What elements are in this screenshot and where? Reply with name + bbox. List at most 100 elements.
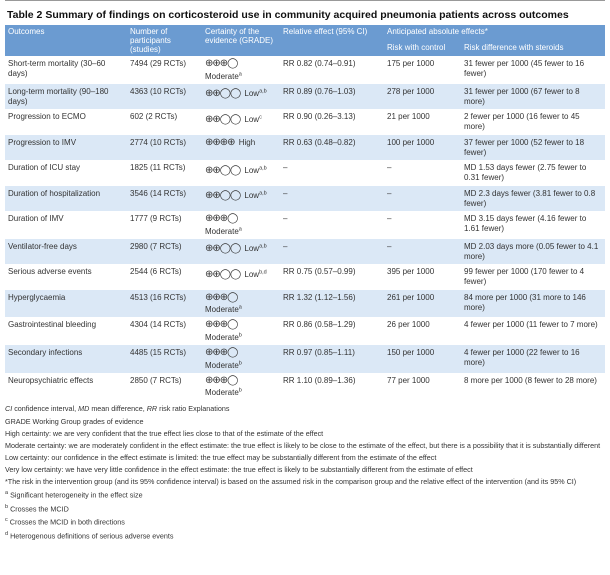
risk-difference-cell: MD 2.3 days fewer (3.81 fewer to 0.8 few… — [461, 185, 605, 212]
relative-effect-cell: RR 1.32 (1.12–1.56) — [280, 289, 384, 318]
footnote-mark: a — [238, 304, 242, 311]
risk-control-cell: – — [387, 163, 392, 173]
outcome-cell: Neuropsychiatric effects — [8, 375, 94, 385]
footnote-mark: b — [238, 332, 242, 339]
certainty-symbols: ⊕⊕◯◯ — [205, 268, 241, 280]
certainty-symbols: ⊕⊕◯◯ — [205, 164, 241, 176]
risk-difference-cell: MD 1.53 days fewer (2.75 fewer to 0.31 f… — [464, 163, 587, 183]
risk-difference-cell: 31 fewer per 1000 (45 fewer to 16 fewer) — [464, 59, 585, 78]
outcome-cell: Long-term mortality (90–180 days) — [5, 83, 127, 110]
certainty-label: Lowa,b — [244, 165, 267, 175]
risk-difference-cell: 4 fewer per 1000 (22 fewer to 16 more) — [461, 345, 605, 373]
table-row: Progression to IMV 2774 (10 RCTs) ⊕⊕⊕⊕ Hig… — [5, 134, 605, 161]
participants-cell: 2544 (6 RCTs) — [130, 267, 182, 277]
certainty-label: Lowa,b — [244, 244, 266, 254]
footnote-line: *The risk in the intervention group (and… — [5, 477, 577, 486]
relative-effect-cell: RR 0.75 (0.57–0.99) — [283, 267, 356, 277]
table-title: Table 2 Summary of findings on corticost… — [5, 0, 605, 25]
findings-table: Outcomes Number of participants (studies… — [5, 25, 605, 400]
footnote-mark: a,b — [259, 165, 267, 172]
participants-cell: 4304 (14 RCTs) — [130, 320, 187, 330]
participants-cell: 1825 (11 RCTs) — [130, 163, 186, 173]
participants-cell: 2774 (10 RCTs) — [127, 134, 202, 161]
table-row: Duration of IMV 1777 (9 RCTs) ⊕⊕⊕◯ Moderat… — [5, 211, 605, 239]
footnote-text: Crosses the MCID in both directions — [9, 517, 125, 527]
certainty-symbols: ⊕⊕◯◯ — [205, 88, 241, 100]
table-row: Duration of hospitalization 3546 (14 RCTs… — [5, 185, 605, 212]
abbreviation-text: risk ratio Explanations — [159, 404, 230, 414]
certainty-cell: ⊕⊕⊕◯ Moderatea — [202, 289, 280, 318]
relative-effect-cell: RR 0.97 (0.85–1.11) — [280, 345, 384, 373]
relative-effect-cell: – — [280, 185, 384, 212]
outcome-cell: Hyperglycaemia — [5, 289, 127, 318]
risk-difference-cell: MD 3.15 days fewer (4.16 fewer to 1.61 f… — [464, 214, 587, 234]
risk-control-cell: – — [384, 185, 461, 212]
certainty-label: Moderatea — [205, 226, 242, 236]
footnote-line: GRADE Working Group grades of evidence — [5, 416, 144, 426]
table-row: Secondary infections 4485 (15 RCTs) ⊕⊕⊕◯ M… — [5, 345, 605, 373]
footnote-line: Moderate certainty: we are moderately co… — [5, 440, 601, 450]
relative-effect-cell: RR 1.10 (0.89–1.36) — [283, 375, 356, 385]
table-row: Serious adverse events 2544 (6 RCTs) ⊕⊕◯◯ … — [5, 264, 605, 290]
certainty-text: Moderate — [205, 71, 239, 81]
outcome-cell: Duration of ICU stay — [8, 163, 81, 173]
table-row: Long-term mortality (90–180 days) 4363 (1… — [5, 83, 605, 110]
certainty-symbols: ⊕⊕◯◯ — [205, 243, 241, 255]
risk-difference-cell: 8 more per 1000 (8 fewer to 28 more) — [464, 375, 597, 385]
header-cell: Anticipated absolute effects* — [384, 25, 605, 41]
abbreviation: CI — [5, 404, 13, 414]
header-cell: Outcomes — [5, 25, 127, 56]
header-row: Outcomes Number of participants (studies… — [5, 25, 605, 56]
certainty-label: Moderateb — [205, 360, 242, 370]
certainty-symbols: ⊕⊕⊕◯ — [205, 58, 238, 69]
certainty-text: Low — [244, 269, 260, 279]
certainty-label: Moderateb — [205, 332, 242, 342]
relative-effect-cell: – — [280, 238, 384, 265]
participants-cell: 7494 (29 RCTs) — [130, 59, 187, 68]
abbreviation: MD — [78, 404, 90, 414]
abbreviation-text: confidence interval, — [14, 404, 77, 414]
risk-control-cell: 150 per 1000 — [384, 345, 461, 373]
participants-cell: 2850 (7 RCTs) — [130, 375, 182, 385]
certainty-symbols: ⊕⊕⊕◯ — [205, 213, 238, 225]
table-row: Progression to ECMO 602 (2 RCTs) ⊕⊕◯◯ Lowc… — [5, 109, 605, 135]
relative-effect-cell: RR 0.82 (0.74–0.91) — [283, 59, 356, 68]
certainty-text: Moderate — [205, 388, 239, 398]
certainty-cell: ⊕⊕⊕◯ Moderatea — [202, 56, 280, 84]
subheader-cell: Risk with control — [384, 40, 461, 56]
footnote-text: Crosses the MCID — [10, 503, 69, 513]
risk-difference-cell: 4 fewer per 1000 (11 fewer to 7 more) — [464, 320, 598, 330]
certainty-text: Low — [244, 244, 260, 254]
certainty-symbols: ⊕⊕◯◯ — [205, 190, 241, 202]
certainty-text: Low — [244, 114, 260, 124]
relative-effect-cell: RR 0.86 (0.58–1.29) — [283, 320, 356, 330]
participants-cell: 2980 (7 RCTs) — [127, 238, 202, 265]
participants-cell: 602 (2 RCTs) — [130, 112, 178, 122]
subheader-row: Risk with control Risk difference with s… — [5, 40, 605, 56]
outcome-cell: Secondary infections — [5, 345, 127, 373]
certainty-cell: ⊕⊕◯◯ Lowa,b — [202, 185, 280, 212]
certainty-cell: ⊕⊕◯◯ Lowa,b — [202, 160, 280, 186]
table-row: Short-term mortality (30–60 days) 7494 (2… — [5, 56, 605, 84]
certainty-label: Lowc — [244, 114, 261, 124]
outcome-cell: Serious adverse events — [8, 267, 92, 277]
certainty-text: Moderate — [205, 226, 239, 236]
table-row: Gastrointestinal bleeding 4304 (14 RCTs) ⊕… — [5, 317, 605, 345]
certainty-cell: ⊕⊕◯◯ Lowa,b — [202, 238, 280, 265]
footnote-mark: a — [238, 226, 242, 233]
header-cell: Relative effect (95% CI) — [280, 25, 384, 56]
footnote-mark: b — [5, 503, 9, 510]
footnote-mark: d — [5, 530, 9, 537]
certainty-label: Moderatea — [205, 304, 242, 315]
certainty-label: Lowa,b — [244, 191, 266, 201]
certainty-symbols: ⊕⊕⊕◯ — [205, 347, 238, 359]
participants-cell: 4363 (10 RCTs) — [127, 83, 202, 110]
certainty-text: Low — [244, 89, 260, 99]
footnote-text: Heterogenous definitions of serious adve… — [10, 530, 174, 540]
certainty-label: Moderatea — [205, 71, 242, 81]
certainty-cell: ⊕⊕◯◯ Lowc — [202, 109, 280, 135]
footnote-text: Significant heterogeneity in the effect … — [10, 490, 143, 500]
risk-control-cell: 278 per 1000 — [384, 83, 461, 110]
abbreviation: RR — [146, 404, 158, 414]
